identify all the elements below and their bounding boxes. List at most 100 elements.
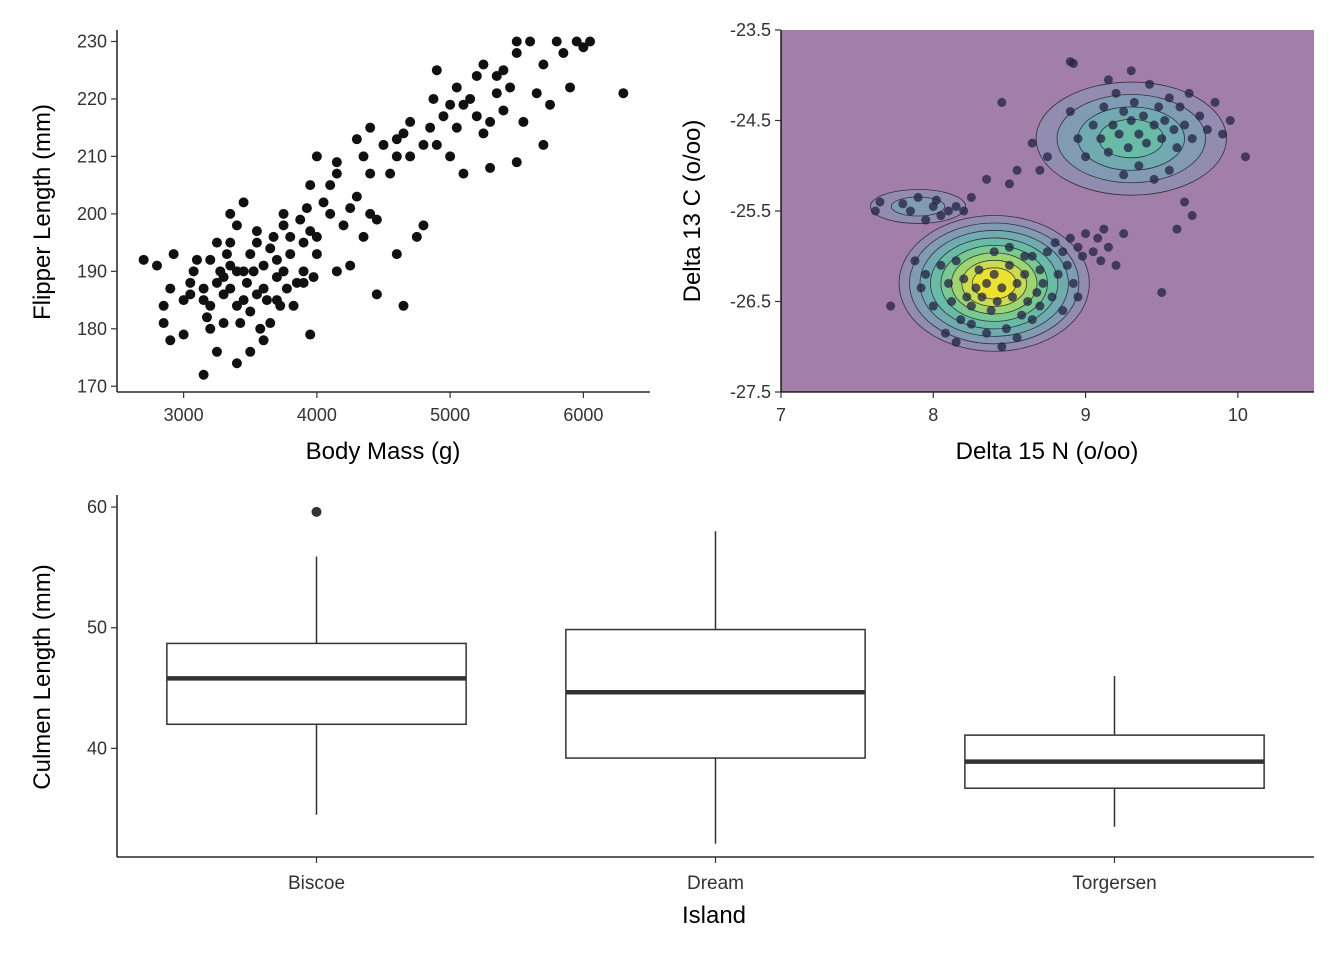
scatter-point: [255, 323, 266, 334]
density-y-axis-label: Delta 13 C (o/oo): [679, 120, 706, 303]
scatter-point: [351, 134, 362, 145]
density-contour-line: [1056, 94, 1206, 184]
scatter-y-tick-label: 190: [77, 261, 107, 281]
density-point: [936, 211, 946, 221]
scatter-point: [398, 128, 409, 139]
density-point: [951, 201, 961, 211]
density-point: [898, 199, 908, 209]
density-point: [1068, 278, 1078, 288]
density-point: [1035, 165, 1045, 175]
density-point: [1119, 229, 1129, 239]
scatter-point: [165, 283, 176, 294]
density-point: [940, 328, 950, 338]
density-point: [951, 337, 961, 347]
scatter-point: [231, 358, 242, 369]
density-point: [1187, 211, 1197, 221]
scatter-point: [185, 277, 196, 288]
scatter-x-tick-label: 4000: [297, 405, 337, 425]
box-x-axis-label: Island: [682, 902, 746, 929]
density-x-tick-label: 7: [776, 405, 786, 425]
scatter-point: [241, 277, 252, 288]
density-point: [1169, 125, 1179, 135]
scatter-point: [491, 70, 502, 81]
scatter-point: [218, 318, 229, 329]
density-point: [1088, 120, 1098, 130]
scatter-point: [188, 266, 199, 277]
scatter-point: [558, 47, 569, 58]
scatter-point: [211, 237, 222, 248]
scatter-x-tick-label: 5000: [430, 405, 470, 425]
density-point: [1012, 278, 1022, 288]
scatter-point: [391, 151, 402, 162]
scatter-point: [571, 36, 582, 47]
box-y-tick-label: 40: [87, 738, 107, 758]
scatter-point: [371, 214, 382, 225]
scatter-point: [511, 157, 522, 168]
density-point: [1123, 143, 1133, 153]
culmen-length-boxplot: Biscoe Dream Torgersen 40 50 60 Island Culmen…: [29, 495, 1314, 929]
scatter-point: [278, 220, 289, 231]
scatter-point: [245, 249, 256, 260]
density-point: [1099, 224, 1109, 234]
scatter-point: [231, 300, 242, 311]
scatter-point: [235, 318, 246, 329]
scatter-point: [271, 254, 282, 265]
scatter-point: [278, 266, 289, 277]
density-y-tick-label: -27.5: [730, 382, 771, 402]
scatter-point: [545, 99, 556, 110]
density-point: [905, 206, 915, 216]
density-point: [1164, 165, 1174, 175]
scatter-point: [308, 272, 319, 283]
density-point: [959, 206, 969, 216]
density-point: [1202, 125, 1212, 135]
density-point: [944, 206, 954, 216]
density-point: [966, 192, 976, 202]
scatter-point: [245, 346, 256, 357]
scatter-point: [285, 249, 296, 260]
scatter-point: [331, 266, 342, 277]
density-point: [1096, 256, 1106, 266]
density-point: [1062, 260, 1072, 270]
scatter-point: [245, 306, 256, 317]
density-point: [1068, 58, 1078, 68]
density-point: [1149, 174, 1159, 184]
scatter-point: [225, 208, 236, 219]
scatter-point: [295, 214, 306, 225]
density-point: [1012, 333, 1022, 343]
scatter-point: [281, 283, 292, 294]
density-point: [962, 292, 972, 302]
scatter-point: [251, 289, 262, 300]
scatter-point: [261, 295, 272, 306]
scatter-point: [238, 295, 249, 306]
density-point: [1035, 265, 1045, 275]
density-point: [1119, 170, 1129, 180]
scatter-point: [298, 277, 309, 288]
density-point: [997, 342, 1007, 352]
density-x-axis-label: Delta 15 N (o/oo): [956, 438, 1139, 465]
scatter-point: [165, 335, 176, 346]
density-contour-line: [940, 244, 1048, 322]
box-y-axis-label: Culmen Length (mm): [29, 564, 56, 789]
scatter-point: [498, 65, 509, 76]
box-iqr-rect: [166, 642, 467, 726]
scatter-point: [288, 300, 299, 311]
density-point: [947, 297, 957, 306]
scatter-point: [151, 260, 162, 271]
density-x-tick-label: 9: [1081, 405, 1091, 425]
density-point: [997, 97, 1007, 107]
density-point: [1172, 224, 1182, 234]
density-point: [959, 274, 969, 284]
density-points: [870, 57, 1250, 352]
density-point: [1103, 242, 1113, 252]
density-point: [1081, 152, 1091, 162]
scatter-point: [365, 122, 376, 133]
scatter-point: [428, 93, 439, 104]
flipper-vs-mass-scatter-chart: 3000 4000 5000 6000 170 180 190 200 210 220 230 Bo…: [29, 30, 650, 465]
scatter-point: [365, 208, 376, 219]
density-point: [1004, 260, 1014, 270]
density-point: [966, 301, 976, 311]
density-point: [1020, 251, 1030, 261]
density-point: [921, 215, 931, 225]
scatter-y-tick-label: 230: [77, 31, 107, 51]
scatter-point: [298, 237, 309, 248]
